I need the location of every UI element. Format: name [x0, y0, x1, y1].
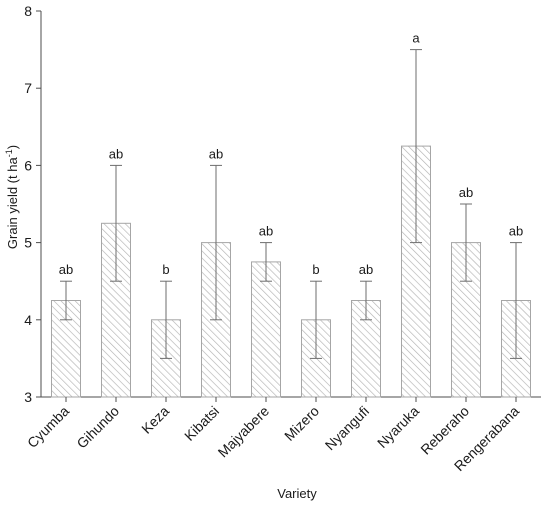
y-tick-label: 3 — [24, 389, 32, 405]
y-tick-label: 7 — [24, 80, 32, 96]
significance-label: ab — [259, 224, 273, 239]
y-tick-label: 5 — [24, 235, 32, 251]
y-tick-label: 6 — [24, 157, 32, 173]
x-tick-label: Keza — [138, 403, 172, 437]
x-tick-label: Gihundo — [73, 403, 122, 452]
y-tick-label: 8 — [24, 3, 32, 19]
significance-label: a — [412, 31, 420, 46]
significance-label: ab — [59, 262, 73, 277]
significance-label: ab — [359, 262, 373, 277]
y-axis-title-close: ) — [5, 145, 20, 149]
x-axis-title: Variety — [277, 486, 317, 501]
plot-area: 345678abCyumbaabGihundobKezaabKibatsiabM… — [24, 3, 541, 474]
y-axis-title-main: Grain yield (t ha — [5, 157, 20, 250]
significance-label: b — [312, 262, 319, 277]
x-tick-label: Majyabere — [215, 403, 273, 461]
significance-label: ab — [209, 146, 223, 161]
bar — [251, 261, 281, 398]
x-tick-label: Nyaruka — [374, 403, 422, 451]
x-tick-label: Mizero — [281, 403, 322, 444]
significance-label: ab — [109, 146, 123, 161]
x-tick-label: Nyangufi — [322, 403, 372, 453]
significance-label: b — [162, 262, 169, 277]
y-tick-label: 4 — [24, 312, 32, 328]
y-axis-title-superscript: -1 — [4, 149, 14, 157]
y-axis-title: Grain yield (t ha-1) — [4, 145, 20, 249]
significance-label: ab — [509, 224, 523, 239]
significance-label: ab — [459, 185, 473, 200]
x-tick-label: Kibatsi — [181, 403, 222, 444]
x-tick-label: Cyumba — [24, 403, 72, 451]
